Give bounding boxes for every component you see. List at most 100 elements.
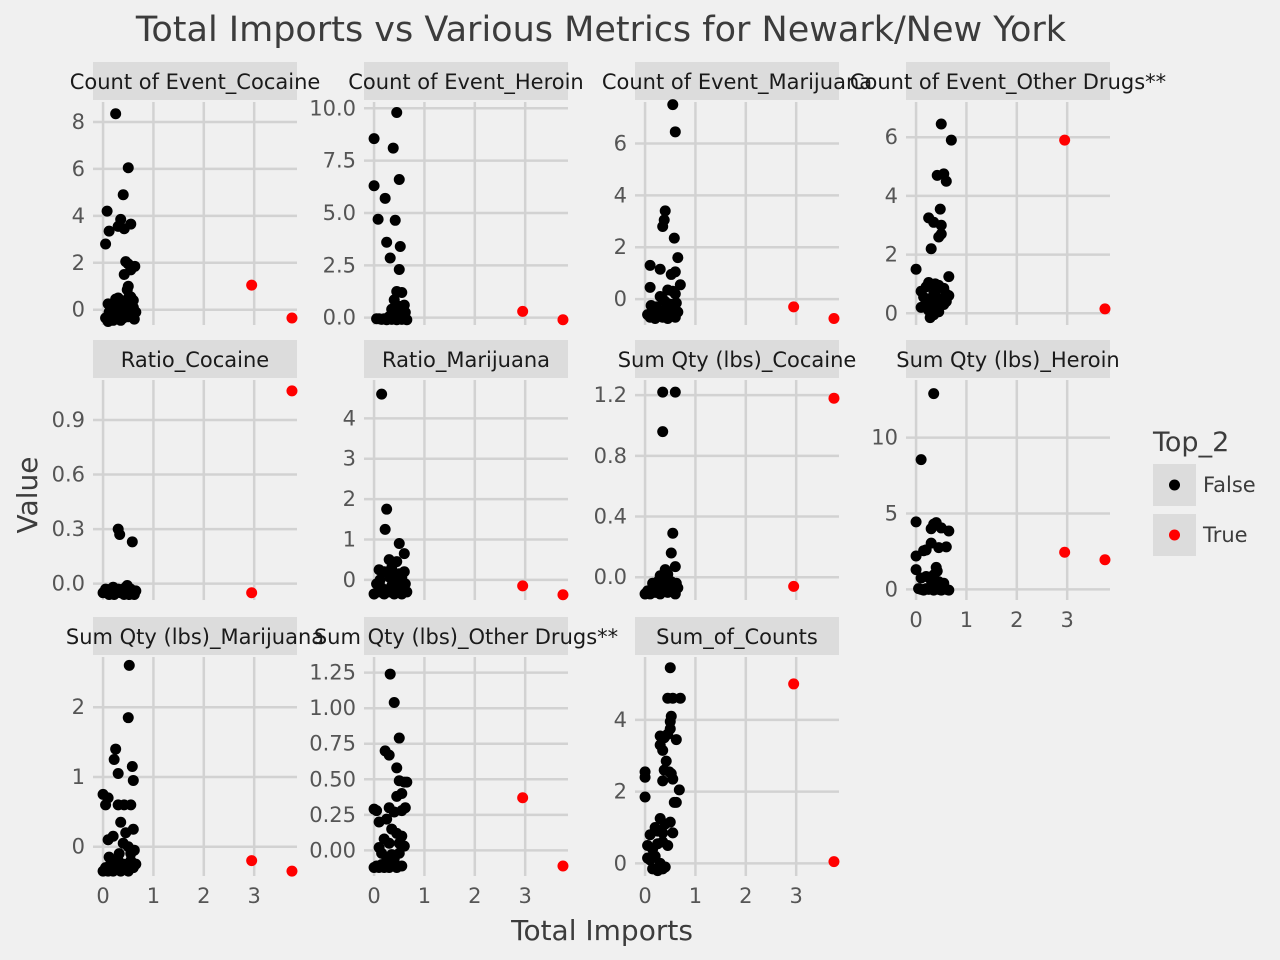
x-tick-label: 1 bbox=[960, 608, 973, 632]
data-point-false bbox=[368, 588, 380, 600]
data-point-false bbox=[374, 574, 386, 586]
data-point-false bbox=[925, 523, 937, 535]
data-point-false bbox=[108, 754, 120, 766]
data-point-false bbox=[672, 252, 684, 264]
data-point-true bbox=[788, 580, 800, 592]
data-point-false bbox=[398, 566, 410, 578]
data-point-false bbox=[664, 662, 676, 674]
data-point-false bbox=[667, 827, 679, 839]
x-axis-label: Total Imports bbox=[510, 914, 693, 947]
data-point-false bbox=[115, 816, 127, 828]
data-point-false bbox=[383, 837, 395, 849]
data-point-false bbox=[381, 813, 393, 825]
data-point-false bbox=[669, 561, 681, 573]
y-tick-label: 0.4 bbox=[594, 505, 627, 529]
y-tick-label: 0 bbox=[885, 577, 898, 601]
y-tick-label: 2.5 bbox=[323, 253, 356, 277]
data-point-false bbox=[129, 260, 141, 272]
data-point-false bbox=[665, 268, 677, 280]
y-tick-label: 6 bbox=[885, 125, 898, 149]
data-point-false bbox=[660, 755, 672, 767]
data-point-false bbox=[945, 134, 957, 146]
data-point-false bbox=[657, 426, 669, 438]
data-point-false bbox=[664, 816, 676, 828]
data-point-false bbox=[389, 214, 401, 226]
data-point-false bbox=[107, 830, 119, 842]
data-point-false bbox=[665, 547, 677, 559]
data-point-false bbox=[915, 285, 927, 297]
data-point-true bbox=[1099, 554, 1111, 566]
legend-label-true: True bbox=[1202, 523, 1248, 547]
facet-panel: Ratio_Cocaine 0.0 0.3 0.6 0.9 bbox=[52, 340, 298, 601]
data-point-false bbox=[122, 162, 134, 174]
y-tick-label: 10 bbox=[871, 426, 898, 450]
data-point-true bbox=[1059, 546, 1071, 558]
data-point-false bbox=[393, 173, 405, 185]
data-point-false bbox=[924, 312, 936, 324]
y-tick-label: 0.50 bbox=[309, 767, 356, 791]
y-tick-label: 4 bbox=[343, 406, 356, 430]
data-point-false bbox=[940, 175, 952, 187]
facet-panel: Sum Qty (lbs)_Heroin 0 5 10 0 1 2 3 bbox=[871, 340, 1120, 632]
y-tick-label: 0 bbox=[885, 301, 898, 325]
data-point-false bbox=[401, 776, 413, 788]
data-point-false bbox=[934, 203, 946, 215]
y-tick-label: 0 bbox=[72, 835, 85, 859]
data-point-false bbox=[383, 749, 395, 761]
data-point-true bbox=[828, 313, 840, 325]
y-tick-label: 6 bbox=[72, 157, 85, 181]
data-point-false bbox=[112, 767, 124, 779]
data-point-false bbox=[644, 281, 656, 293]
facet-panel: Count of Event_Other Drugs** 0 2 4 6 bbox=[850, 62, 1166, 325]
facet-strip-title: Count of Event_Marijuana bbox=[602, 70, 872, 95]
x-tick-label: 0 bbox=[367, 884, 380, 908]
y-tick-label: 4 bbox=[885, 184, 898, 208]
y-tick-label: 2 bbox=[614, 235, 627, 259]
data-point-false bbox=[674, 692, 686, 704]
data-point-false bbox=[379, 192, 391, 204]
data-point-false bbox=[110, 743, 122, 755]
data-point-false bbox=[97, 865, 109, 877]
x-tick-label: 3 bbox=[247, 884, 260, 908]
data-point-false bbox=[669, 126, 681, 138]
legend-label-false: False bbox=[1203, 473, 1256, 497]
data-point-false bbox=[125, 218, 137, 230]
data-point-false bbox=[642, 852, 654, 864]
data-point-false bbox=[381, 503, 393, 515]
data-point-false bbox=[667, 692, 679, 704]
data-point-false bbox=[371, 805, 383, 817]
x-tick-label: 0 bbox=[96, 884, 109, 908]
facet-panel: Count of Event_Marijuana 0 2 4 6 bbox=[602, 62, 872, 325]
y-tick-label: 2 bbox=[343, 487, 356, 511]
data-point-true bbox=[517, 580, 529, 592]
data-point-false bbox=[393, 537, 405, 549]
y-tick-label: 4 bbox=[614, 708, 627, 732]
data-point-true bbox=[286, 312, 298, 324]
data-point-false bbox=[393, 264, 405, 276]
data-point-false bbox=[659, 205, 671, 217]
facet-strip-title: Sum Qty (lbs)_Marijuana bbox=[66, 625, 324, 650]
data-point-true bbox=[557, 314, 569, 326]
facet-strip-title: Count of Event_Cocaine bbox=[70, 70, 321, 95]
facet-strip-title: Count of Event_Heroin bbox=[348, 70, 584, 95]
data-point-true bbox=[828, 856, 840, 868]
data-point-false bbox=[394, 310, 406, 322]
y-tick-label: 4 bbox=[72, 204, 85, 228]
data-point-false bbox=[657, 386, 669, 398]
data-point-false bbox=[652, 576, 664, 588]
data-point-false bbox=[391, 106, 403, 118]
y-tick-label: 2 bbox=[885, 243, 898, 267]
data-point-false bbox=[664, 723, 676, 735]
data-point-false bbox=[372, 213, 384, 225]
y-tick-label: 0.3 bbox=[52, 517, 85, 541]
y-tick-label: 2 bbox=[72, 695, 85, 719]
data-point-false bbox=[399, 802, 411, 814]
data-point-false bbox=[657, 775, 669, 787]
data-point-false bbox=[368, 180, 380, 192]
data-point-false bbox=[393, 732, 405, 744]
data-point-false bbox=[384, 252, 396, 264]
data-point-false bbox=[670, 796, 682, 808]
y-tick-label: 10.0 bbox=[309, 96, 356, 120]
y-tick-label: 0.25 bbox=[309, 803, 356, 827]
data-point-true bbox=[788, 301, 800, 313]
